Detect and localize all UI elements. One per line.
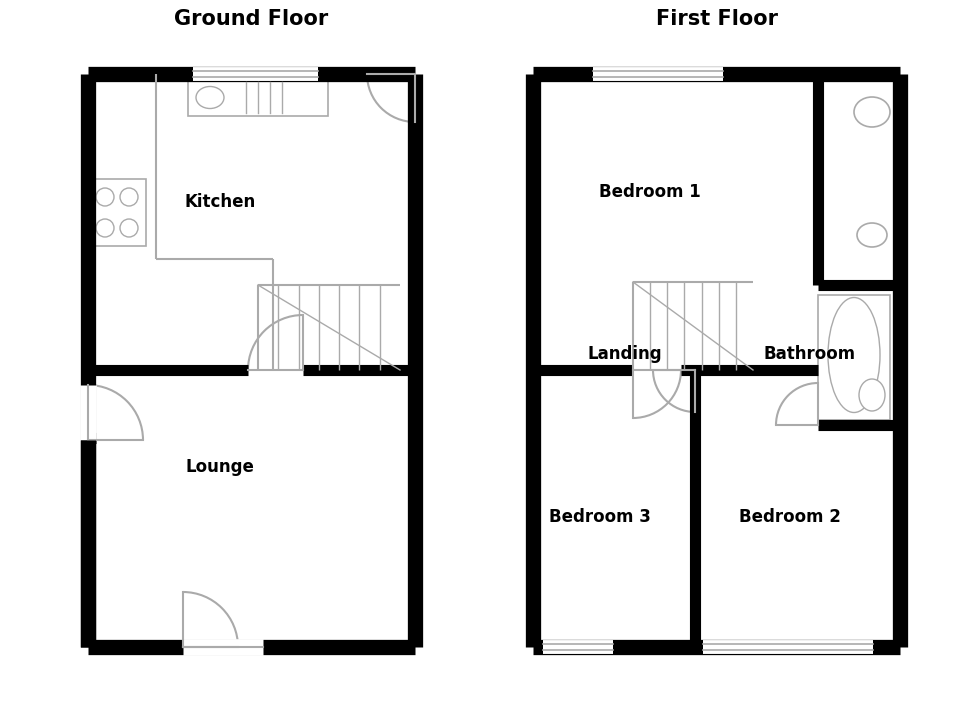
Ellipse shape (854, 97, 890, 127)
Ellipse shape (857, 223, 887, 247)
Text: Kitchen: Kitchen (184, 193, 256, 211)
Circle shape (120, 188, 138, 206)
Text: Bathroom: Bathroom (764, 345, 857, 363)
Text: Bedroom 1: Bedroom 1 (599, 183, 701, 201)
Bar (818, 295, 890, 420)
Bar (91, 179, 146, 246)
Text: Bedroom 3: Bedroom 3 (549, 508, 651, 526)
Circle shape (96, 219, 114, 237)
Text: First Floor: First Floor (656, 9, 777, 29)
Bar (188, 79, 328, 116)
Text: Bedroom 2: Bedroom 2 (739, 508, 841, 526)
Ellipse shape (859, 379, 885, 411)
Text: Ground Floor: Ground Floor (174, 9, 328, 29)
Text: Lounge: Lounge (185, 458, 255, 476)
Ellipse shape (196, 86, 224, 108)
Circle shape (96, 188, 114, 206)
Ellipse shape (828, 298, 880, 412)
Text: Landing: Landing (588, 345, 662, 363)
Circle shape (120, 219, 138, 237)
